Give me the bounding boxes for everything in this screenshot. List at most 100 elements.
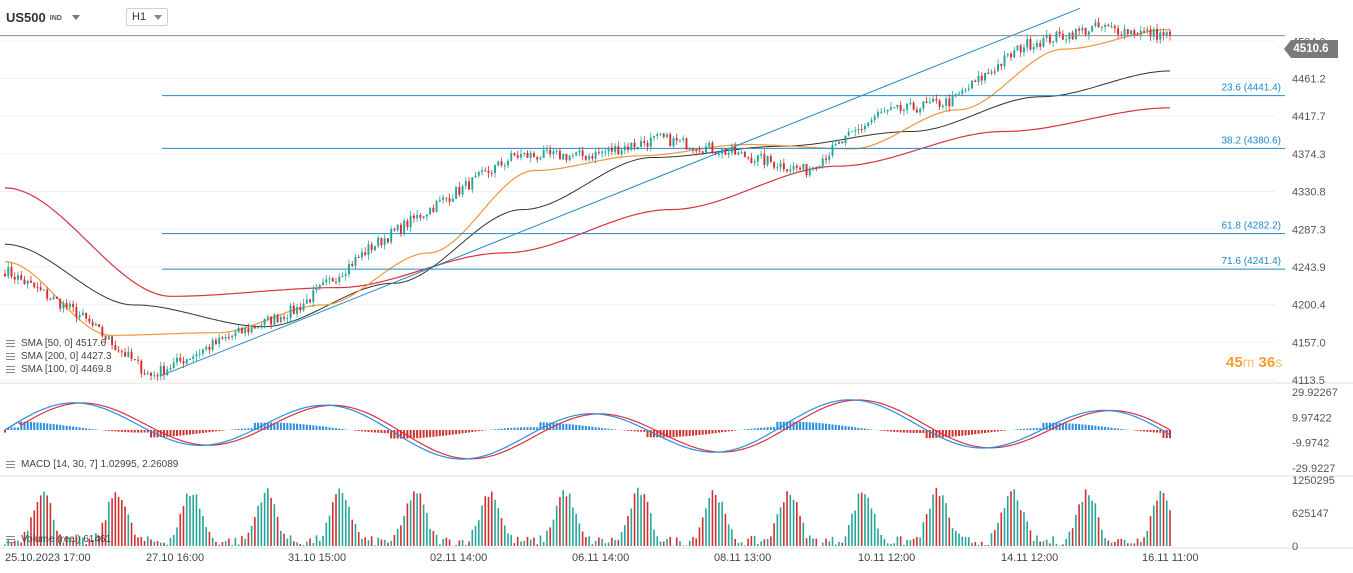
grid — [0, 40, 1353, 549]
candle-body — [776, 167, 779, 169]
indicator-settings-icon[interactable] — [6, 366, 15, 373]
macd-bar — [769, 427, 772, 430]
legend-sma100[interactable]: SMA [100, 0] 4469.8 — [6, 364, 112, 375]
volume-bar — [1042, 541, 1045, 546]
macd-bar — [669, 430, 672, 438]
volume-bar — [267, 488, 269, 546]
macd-bar — [429, 430, 432, 438]
candle-body — [253, 326, 256, 329]
volume-bar — [39, 495, 42, 546]
candle-body — [419, 214, 422, 218]
volume-bar — [867, 497, 870, 546]
macd-axis-label: -9.9742 — [1292, 438, 1329, 450]
volume-bar — [802, 522, 805, 546]
volume-bar — [857, 493, 860, 546]
indicator-settings-icon[interactable] — [6, 340, 15, 347]
candle-body — [487, 170, 490, 173]
macd-bar — [1113, 428, 1116, 430]
macd-bar — [338, 428, 341, 430]
candle-body — [1039, 43, 1042, 47]
volume-bar — [955, 530, 957, 546]
macd-bar — [344, 429, 347, 430]
legend-sma50[interactable]: SMA [50, 0] 4517.6 — [6, 338, 106, 349]
symbol-selector[interactable]: US500 IND — [6, 8, 80, 26]
volume-bar — [854, 510, 857, 546]
candle-body — [711, 142, 714, 153]
volume-bar — [503, 525, 506, 546]
volume-bar — [714, 494, 717, 546]
macd-bar — [506, 428, 509, 430]
macd-bar — [643, 430, 646, 432]
volume-bar — [750, 536, 753, 546]
candle-body — [688, 148, 691, 150]
indicator-settings-icon[interactable] — [6, 461, 15, 468]
candle-body — [558, 150, 561, 160]
volume-bar — [812, 538, 814, 546]
candle-body — [545, 149, 548, 151]
macd-bar — [75, 426, 78, 430]
macd-bar — [844, 426, 847, 430]
volume-bar — [416, 493, 418, 546]
macd-bar — [46, 423, 49, 430]
macd-bar — [867, 429, 870, 430]
volume-bar — [474, 526, 477, 546]
macd-bar — [799, 421, 802, 430]
legend-macd[interactable]: MACD [14, 30, 7] 1.02995, 2.26089 — [6, 459, 178, 470]
chevron-down-icon[interactable] — [154, 14, 162, 20]
timer-minutes: 45 — [1226, 354, 1243, 371]
volume-bar — [731, 529, 733, 546]
macd-bar — [990, 430, 993, 433]
time-axis-label: 25.10.2023 17:00 — [5, 552, 91, 564]
candle-body — [529, 153, 532, 158]
volume-bar — [1091, 500, 1093, 546]
timer-seconds: 36 — [1258, 354, 1276, 371]
macd-bar — [270, 422, 273, 430]
macd-bar — [571, 424, 574, 430]
macd-bar — [1094, 425, 1097, 430]
macd-bar — [1100, 426, 1103, 430]
macd-bar — [1156, 430, 1159, 433]
macd-bar — [1029, 428, 1032, 430]
macd-bar — [461, 430, 464, 434]
volume-bar — [980, 541, 983, 546]
volume-bar — [361, 539, 363, 546]
macd-bar — [1016, 429, 1019, 430]
candle-body — [159, 366, 162, 377]
legend-volume[interactable]: Volume (real) 61461 — [6, 534, 111, 545]
volume-bar — [88, 538, 91, 546]
volume-bar — [1094, 503, 1097, 546]
legend-sma200[interactable]: SMA [200, 0] 4427.3 — [6, 351, 112, 362]
candle-body — [821, 158, 824, 167]
candle-body — [675, 137, 678, 141]
macd-bar — [915, 430, 918, 433]
macd-bar — [494, 429, 497, 430]
volume-bar — [95, 533, 97, 546]
candle-body — [351, 263, 354, 266]
macd-bar — [935, 430, 938, 438]
volume-bar — [565, 496, 568, 546]
macd-bar — [1097, 426, 1100, 430]
candle-body — [1058, 31, 1061, 34]
indicator-settings-icon[interactable] — [6, 353, 15, 360]
timeframe-label: H1 — [132, 11, 147, 23]
volume-bar — [163, 542, 165, 546]
chevron-down-icon[interactable] — [71, 14, 80, 20]
volume-bar — [572, 507, 574, 546]
volume-bar — [101, 522, 104, 546]
macd-bar — [782, 421, 785, 430]
macd-bar — [422, 430, 425, 438]
volume-bar — [69, 537, 71, 546]
volume-bar — [426, 512, 428, 546]
volume-bar — [591, 544, 594, 546]
macd-bar — [1003, 430, 1006, 431]
symbol-name: US500 — [6, 9, 46, 25]
timeframe-selector[interactable]: H1 — [126, 8, 168, 26]
candle-body — [1061, 33, 1064, 40]
indicator-settings-icon[interactable] — [6, 536, 15, 543]
volume-bar — [919, 537, 921, 546]
candle-body — [263, 318, 266, 326]
candle-body — [838, 141, 840, 145]
candle-body — [1100, 26, 1103, 28]
macd-bar — [558, 423, 561, 430]
